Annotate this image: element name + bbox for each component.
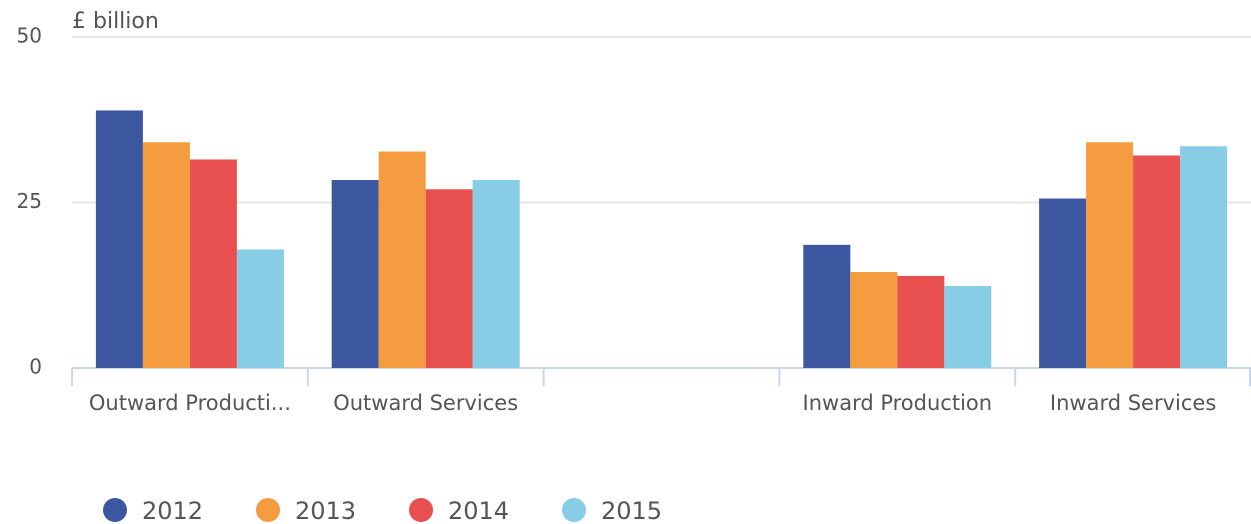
legend-label[interactable]: 2012 xyxy=(142,497,203,524)
legend-marker xyxy=(103,498,127,522)
bar xyxy=(378,151,426,368)
bar xyxy=(803,244,851,368)
y-tick-label: 0 xyxy=(29,355,42,379)
bar xyxy=(1133,155,1181,368)
bar xyxy=(142,142,190,368)
bar xyxy=(1039,198,1087,368)
legend-marker xyxy=(562,498,586,522)
bar xyxy=(425,189,473,368)
legend-marker xyxy=(256,498,280,522)
y-tick-label: 50 xyxy=(17,24,42,48)
x-tick-label: Outward Services xyxy=(333,391,518,415)
bar xyxy=(472,179,520,368)
bar xyxy=(850,272,898,368)
bar xyxy=(897,275,945,368)
x-tick-label: Outward Producti... xyxy=(89,391,291,415)
bar xyxy=(95,110,143,369)
legend-marker xyxy=(409,498,433,522)
bar xyxy=(236,249,284,368)
legend-label[interactable]: 2015 xyxy=(601,497,662,524)
bar xyxy=(944,285,992,368)
y-tick-label: 25 xyxy=(17,189,42,213)
bar xyxy=(331,179,379,368)
x-tick-label: Inward Production xyxy=(803,391,993,415)
legend-label[interactable]: 2014 xyxy=(448,497,509,524)
y-axis-label: £ billion xyxy=(72,9,159,34)
bar xyxy=(1180,146,1228,368)
bar xyxy=(189,159,237,368)
legend-label[interactable]: 2013 xyxy=(295,497,356,524)
x-tick-label: Inward Services xyxy=(1050,391,1216,415)
bar xyxy=(1086,142,1134,368)
